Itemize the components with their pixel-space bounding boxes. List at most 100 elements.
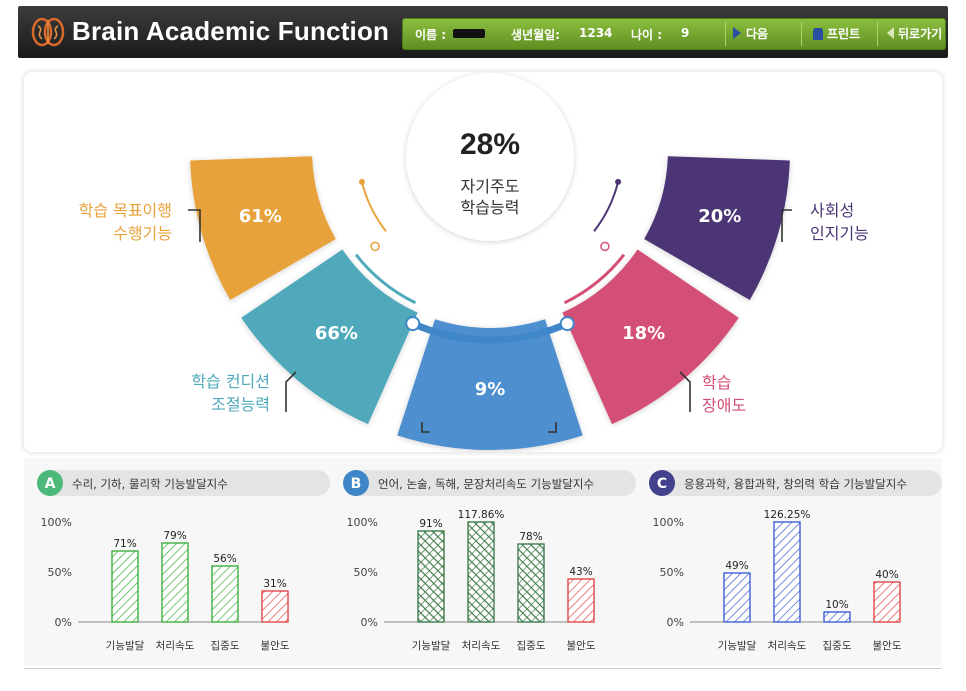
- center-label-line1: 자기주도: [461, 177, 520, 196]
- bar[interactable]: [467, 521, 495, 623]
- chart-c: C 응용과학, 융합과학, 창의력 학습 기능발달지수 0% 50% 100% 49% 기능…: [649, 470, 942, 652]
- segment-learning-condition[interactable]: [241, 249, 418, 425]
- bar[interactable]: [873, 581, 901, 623]
- label-attention: 주의력난독증: [445, 428, 533, 447]
- segment-value: 18%: [622, 323, 665, 344]
- divider: [24, 668, 942, 669]
- segment-value: 9%: [475, 379, 506, 400]
- inner-arc-right: [593, 181, 620, 232]
- bar-value-label: 71%: [113, 538, 136, 550]
- y-tick-label: 50%: [354, 566, 378, 579]
- bar-value-label: 91%: [419, 518, 442, 530]
- print-label: 프린트: [827, 27, 861, 41]
- separator: [801, 22, 802, 46]
- segment-value: 66%: [315, 323, 358, 344]
- bar[interactable]: [723, 572, 751, 623]
- name-redacted: [453, 26, 485, 40]
- x-category-label: 처리속도: [768, 640, 807, 652]
- name-label: 이름 :: [415, 28, 447, 42]
- main-panel: 28% 자기주도 학습능력 61% 66% 9% 18% 20% 학습 목표이행…: [24, 72, 942, 452]
- x-category-label: 불안도: [261, 640, 290, 652]
- bar[interactable]: [111, 550, 139, 623]
- function-wheel: 28% 자기주도 학습능력 61% 66% 9% 18% 20% 학습 목표이행…: [79, 73, 869, 451]
- bar-charts: A 수리, 기하, 물리학 기능발달지수 0% 50% 100% 71% 기능발달 79% 처리…: [37, 470, 942, 652]
- bar-value-label: 78%: [519, 531, 542, 543]
- x-category-label: 집중도: [211, 640, 240, 652]
- segment-attention-dyslexia[interactable]: [397, 319, 583, 451]
- age-value: 9: [681, 26, 690, 40]
- x-category-label: 기능발달: [718, 640, 757, 652]
- chart-badge: [37, 470, 63, 496]
- bar[interactable]: [517, 543, 545, 623]
- segment-goal-execution[interactable]: [190, 156, 336, 300]
- bar[interactable]: [417, 530, 445, 623]
- chart-title-pill: [650, 470, 942, 496]
- bar[interactable]: [261, 590, 289, 623]
- y-tick-label: 50%: [660, 566, 684, 579]
- next-button[interactable]: 다음: [733, 19, 791, 49]
- chart-b: B 언어, 논술, 독해, 문장처리속도 기능발달지수 0% 50% 100% 91% 기능…: [343, 470, 636, 652]
- y-tick-label: 50%: [48, 566, 72, 579]
- bar-value-label: 49%: [725, 560, 748, 572]
- label-disability-line2: 장애도: [702, 396, 746, 415]
- bracket: [679, 371, 691, 412]
- label-goal-line1: 학습 목표이행: [79, 201, 172, 220]
- back-button[interactable]: 뒤로가기: [887, 19, 945, 49]
- birth-value: 1234: [579, 26, 613, 40]
- bracket: [781, 209, 792, 242]
- x-category-label: 처리속도: [462, 640, 501, 652]
- bar-value-label: 56%: [213, 553, 236, 565]
- bar[interactable]: [211, 565, 239, 623]
- separator: [725, 22, 726, 46]
- bar-value-label: 126.25%: [764, 509, 811, 521]
- bar-value-label: 40%: [875, 569, 898, 581]
- chart-badge: [649, 470, 675, 496]
- x-category-label: 불안도: [567, 640, 596, 652]
- brain-icon: [31, 17, 65, 47]
- chart-title-pill: [344, 470, 636, 496]
- bar[interactable]: [161, 542, 189, 623]
- arc-node: [405, 316, 421, 332]
- bar[interactable]: [773, 521, 801, 623]
- label-goal-line2: 수행기능: [113, 224, 172, 243]
- app-title: Brain Academic Function: [72, 16, 390, 46]
- center-value: 28%: [460, 128, 520, 161]
- label-condition-line2: 조절능력: [211, 395, 270, 414]
- person-icon: [813, 28, 823, 40]
- bar[interactable]: [567, 578, 595, 623]
- x-category-label: 처리속도: [156, 640, 195, 652]
- chart-badge-letter: C: [657, 476, 667, 492]
- bracket: [188, 209, 201, 242]
- bar-value-label: 10%: [825, 599, 848, 611]
- age-label: 나이 :: [631, 28, 663, 42]
- segment-social-cognition[interactable]: [644, 156, 790, 300]
- play-icon: [733, 27, 741, 39]
- separator: [877, 22, 878, 46]
- y-tick-label: 100%: [653, 516, 684, 529]
- print-button[interactable]: 프린트: [813, 19, 875, 49]
- label-social-line2: 인지기능: [810, 224, 869, 243]
- x-category-label: 불안도: [873, 640, 902, 652]
- bottom-panel: A 수리, 기하, 물리학 기능발달지수 0% 50% 100% 71% 기능발달 79% 처리…: [24, 458, 942, 666]
- y-tick-label: 0%: [361, 616, 378, 629]
- chart-badge-letter: B: [351, 476, 362, 492]
- arc-node: [600, 241, 610, 252]
- back-label: 뒤로가기: [898, 27, 943, 41]
- x-category-label: 기능발달: [106, 640, 145, 652]
- bar-value-label: 43%: [569, 566, 592, 578]
- x-category-label: 기능발달: [412, 640, 451, 652]
- chart-title: 언어, 논술, 독해, 문장처리속도 기능발달지수: [378, 477, 594, 491]
- bar-value-label: 31%: [263, 578, 286, 590]
- chart-title: 응용과학, 융합과학, 창의력 학습 기능발달지수: [684, 477, 907, 491]
- label-disability-line1: 학습: [702, 373, 731, 392]
- y-tick-label: 0%: [55, 616, 72, 629]
- x-category-label: 집중도: [517, 640, 546, 652]
- arc-node: [559, 316, 575, 332]
- arc-endpoint: [358, 178, 365, 185]
- app-header: Brain Academic Function 이름 : 생년월일: 1234 …: [18, 6, 948, 58]
- chart-badge: [343, 470, 369, 496]
- bar[interactable]: [823, 611, 851, 623]
- bracket: [548, 422, 557, 433]
- birth-label: 생년월일:: [511, 28, 560, 42]
- segment-learning-disability[interactable]: [562, 249, 739, 425]
